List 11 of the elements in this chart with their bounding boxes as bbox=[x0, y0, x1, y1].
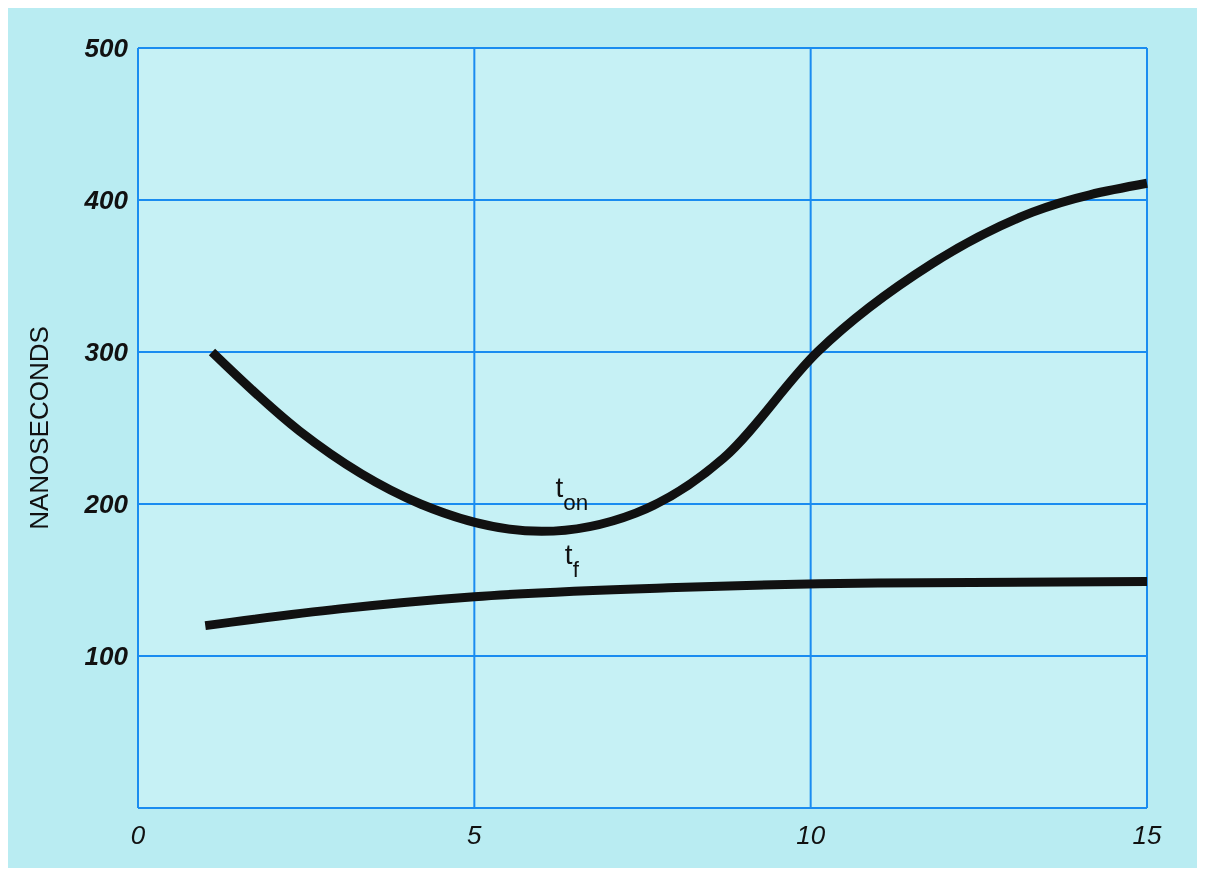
x-tick-label: 10 bbox=[796, 820, 826, 850]
y-axis-title: NANOSECONDS bbox=[24, 326, 54, 530]
y-tick-label: 400 bbox=[83, 185, 129, 215]
y-tick-label: 200 bbox=[83, 489, 129, 519]
y-tick-label: 300 bbox=[84, 337, 129, 367]
series-label: t$_{f}$ bbox=[564, 539, 580, 582]
x-tick-label: 0 bbox=[130, 820, 146, 850]
x-tick-label: 15 bbox=[1132, 820, 1162, 850]
x-tick-label: 5 bbox=[467, 820, 483, 850]
y-tick-label: 100 bbox=[84, 641, 129, 671]
y-tick-label: 500 bbox=[84, 33, 129, 63]
